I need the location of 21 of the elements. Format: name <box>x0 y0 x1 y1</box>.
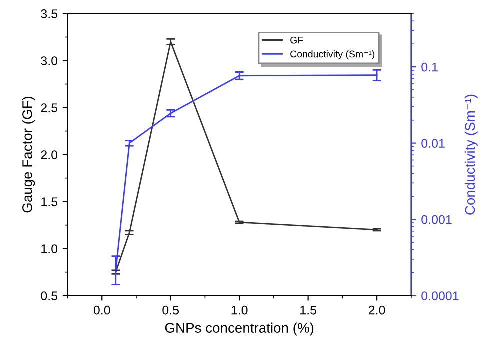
y2-axis-title: Conductivity (Sm⁻¹) <box>464 94 478 215</box>
y-tick-label: 2.5 <box>41 104 58 112</box>
legend-label: GF <box>290 36 304 44</box>
x-tick-label: 0.5 <box>162 306 180 315</box>
y-tick-label: 1.5 <box>42 198 58 206</box>
y2-tick-label: 0.001 <box>422 215 452 224</box>
x-axis-title: GNPs concentration (%) <box>165 322 314 336</box>
y-tick-label: 2.0 <box>41 150 58 160</box>
x-tick-label: 2.0 <box>368 306 386 315</box>
x-tick-label: 0.0 <box>94 306 110 315</box>
legend-label: Conductivity (Sm⁻¹) <box>290 50 375 60</box>
y-axis-title: Gauge Factor (GF) <box>22 97 36 213</box>
y-tick-label: 3.0 <box>41 56 58 66</box>
y-tick-label: 3.5 <box>41 10 58 18</box>
y2-tick-label: 0.01 <box>422 139 445 148</box>
y2-tick-label: 0.1 <box>422 62 438 72</box>
x-tick-label: 1.0 <box>232 306 248 315</box>
y-tick-label: 0.5 <box>41 292 58 300</box>
y-tick-label: 1.0 <box>42 244 58 254</box>
y2-tick-label: 0.0001 <box>422 292 459 300</box>
x-tick-label: 1.5 <box>300 306 316 315</box>
